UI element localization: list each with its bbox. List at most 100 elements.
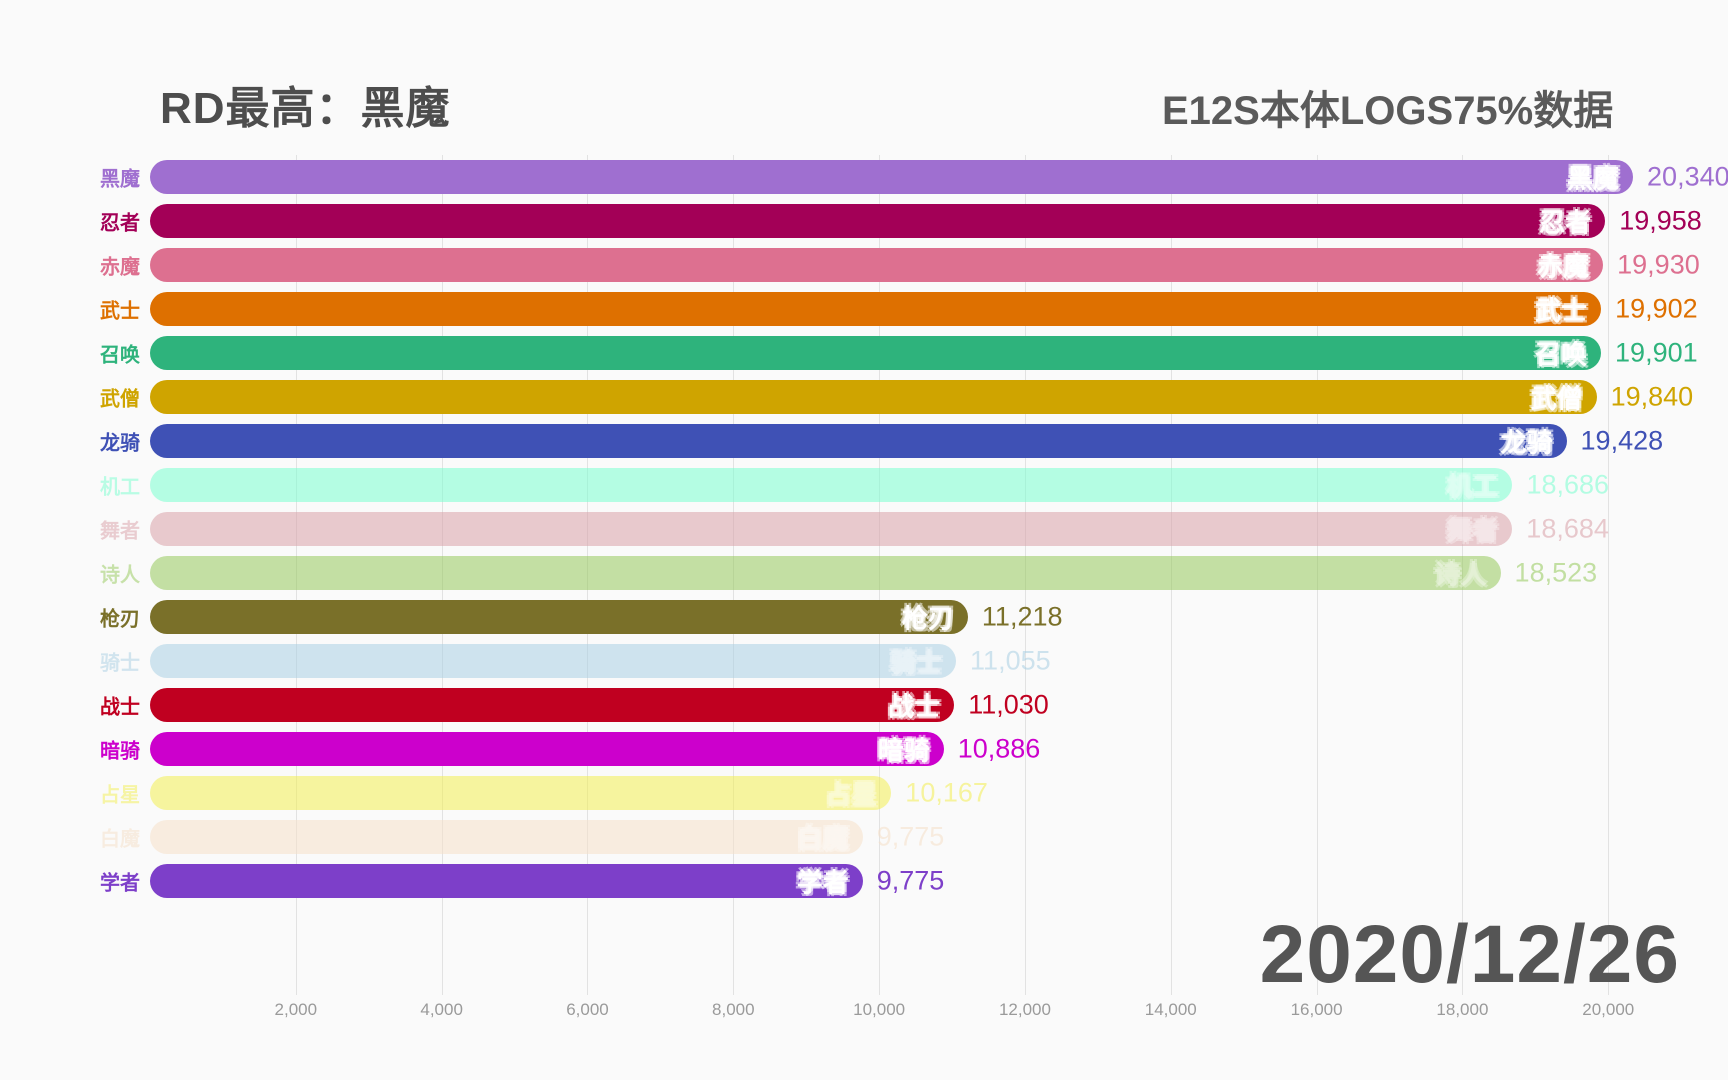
- bar-inline-label: 学者: [796, 867, 849, 898]
- axis-tick-label: 14,000: [1144, 1000, 1197, 1019]
- bar-inline-label: 白魔: [796, 823, 849, 854]
- row-category-label: 白魔: [100, 828, 140, 851]
- bar-inline-label: 骑士: [890, 647, 943, 678]
- bar[interactable]: [150, 424, 1567, 458]
- bar-value-label: 11,218: [981, 601, 1063, 632]
- bar-row[interactable]: 武士 武士 19,902: [100, 287, 1698, 331]
- row-category-label: 武僧: [100, 388, 140, 411]
- bar-row[interactable]: 暗骑 暗骑 10,886: [100, 727, 1652, 771]
- axis-tick-label: 10,000: [853, 1000, 906, 1019]
- bar[interactable]: [150, 380, 1597, 414]
- row-category-label: 武士: [100, 300, 140, 323]
- row-category-label: 召唤: [100, 344, 140, 367]
- bar-value-label: 19,840: [1610, 381, 1694, 412]
- row-category-label: 学者: [100, 872, 140, 895]
- bar-value-label: 19,901: [1615, 337, 1698, 368]
- axis-tick-label: 8,000: [712, 1000, 755, 1019]
- bar[interactable]: [150, 292, 1602, 326]
- bar-row[interactable]: 战士 战士 11,030: [100, 683, 1652, 727]
- gridline: [1608, 155, 1610, 995]
- date-display: 2020/12/26: [1259, 909, 1680, 1000]
- row-category-label: 枪刃: [100, 608, 140, 631]
- bar[interactable]: [150, 688, 955, 722]
- axis-tick-label: 20,000: [1582, 1000, 1635, 1019]
- bar[interactable]: [150, 512, 1513, 546]
- bar-row[interactable]: 机工 机工 18,686: [100, 463, 1652, 507]
- bar-inline-label: 暗骑: [877, 735, 930, 766]
- axis-tick-label: 4,000: [420, 1000, 463, 1019]
- row-category-label: 舞者: [100, 520, 140, 543]
- bar-inline-label: 黑魔: [1567, 163, 1620, 194]
- bar-inline-label: 机工: [1446, 471, 1499, 502]
- row-category-label: 战士: [100, 696, 140, 719]
- bar-inline-label: 占星: [825, 779, 878, 810]
- row-category-label: 机工: [100, 476, 140, 499]
- bar[interactable]: [150, 864, 863, 898]
- bar-row[interactable]: 舞者 舞者 18,684: [100, 507, 1652, 551]
- bar-value-label: 20,340: [1647, 161, 1728, 192]
- bar-value-label: 19,958: [1619, 205, 1702, 236]
- bar[interactable]: [150, 732, 944, 766]
- bar-inline-label: 忍者: [1539, 207, 1592, 238]
- bar[interactable]: [150, 556, 1501, 590]
- bar-value-label: 18,523: [1514, 557, 1598, 588]
- bar-row[interactable]: 占星 占星 10,167: [100, 771, 1652, 815]
- bar-row[interactable]: 龙骑 龙骑 19,428: [100, 419, 1663, 463]
- bar-row[interactable]: 诗人 诗人 18,523: [100, 551, 1652, 595]
- bar-value-label: 10,167: [905, 777, 988, 808]
- bar-inline-label: 战士: [888, 691, 941, 722]
- bar[interactable]: [150, 204, 1606, 238]
- row-category-label: 诗人: [100, 564, 140, 587]
- row-category-label: 龙骑: [100, 432, 140, 455]
- bar-value-label: 19,428: [1580, 425, 1664, 456]
- bar-inline-label: 龙骑: [1500, 427, 1553, 458]
- axis-tick-label: 16,000: [1290, 1000, 1343, 1019]
- bar-row[interactable]: 忍者 忍者 19,958: [100, 199, 1702, 243]
- row-category-label: 黑魔: [100, 168, 140, 191]
- axis-tick-label: 6,000: [566, 1000, 609, 1019]
- bar-inline-label: 武士: [1535, 295, 1588, 326]
- bar-inline-label: 枪刃: [901, 603, 954, 634]
- plot-area: 黑魔 黑魔 20,340 忍者 忍者 19,958 赤魔 赤魔 19,930 武士 武士 19,902…: [100, 155, 1728, 995]
- bar-inline-label: 武僧: [1530, 383, 1583, 414]
- bar-value-label: 19,902: [1615, 293, 1698, 324]
- bar-row[interactable]: 赤魔 赤魔 19,930: [100, 243, 1700, 287]
- row-category-label: 暗骑: [100, 740, 140, 763]
- bar-row[interactable]: 黑魔 黑魔 20,340: [100, 155, 1728, 199]
- bar-value-label: 11,055: [970, 645, 1051, 676]
- bar-row[interactable]: 武僧 武僧 19,840: [100, 375, 1693, 419]
- bar[interactable]: [150, 160, 1634, 194]
- bar[interactable]: [150, 248, 1604, 282]
- page-title: E12S本体LOGS75%数据: [1162, 89, 1614, 133]
- bar[interactable]: [150, 468, 1513, 502]
- axis-tick-label: 18,000: [1436, 1000, 1489, 1019]
- bar-value-label: 18,686: [1526, 469, 1610, 500]
- bar-row[interactable]: 召唤 召唤 19,901: [100, 331, 1698, 375]
- axis-tick-label: 2,000: [274, 1000, 318, 1019]
- bar-value-label: 9,775: [876, 865, 945, 896]
- bar-value-label: 9,775: [876, 821, 945, 852]
- row-category-label: 占星: [100, 784, 140, 807]
- bar-value-label: 10,886: [957, 733, 1041, 764]
- row-category-label: 骑士: [100, 652, 140, 675]
- bar[interactable]: [150, 336, 1602, 370]
- bar-row[interactable]: 枪刃 枪刃 11,218: [100, 595, 1652, 639]
- bar-row[interactable]: 骑士 骑士 11,055: [100, 639, 1652, 683]
- bar-row[interactable]: 白魔 白魔 9,775: [100, 815, 1652, 859]
- bar-value-label: 19,930: [1617, 249, 1700, 280]
- row-category-label: 赤魔: [100, 256, 140, 279]
- bar-inline-label: 诗人: [1434, 559, 1487, 590]
- bar[interactable]: [150, 776, 892, 810]
- bar[interactable]: [150, 644, 957, 678]
- bar[interactable]: [150, 820, 863, 854]
- page-subtitle: RD最高：黑魔: [160, 84, 451, 133]
- bar-row[interactable]: 学者 学者 9,775: [100, 859, 1652, 903]
- bar-value-label: 18,684: [1526, 513, 1609, 544]
- bar-inline-label: 舞者: [1446, 515, 1499, 546]
- bar-value-label: 11,030: [968, 689, 1049, 720]
- row-category-label: 忍者: [100, 212, 140, 235]
- bar-inline-label: 赤魔: [1537, 251, 1590, 282]
- axis-tick-label: 12,000: [998, 1000, 1051, 1019]
- bar[interactable]: [150, 600, 968, 634]
